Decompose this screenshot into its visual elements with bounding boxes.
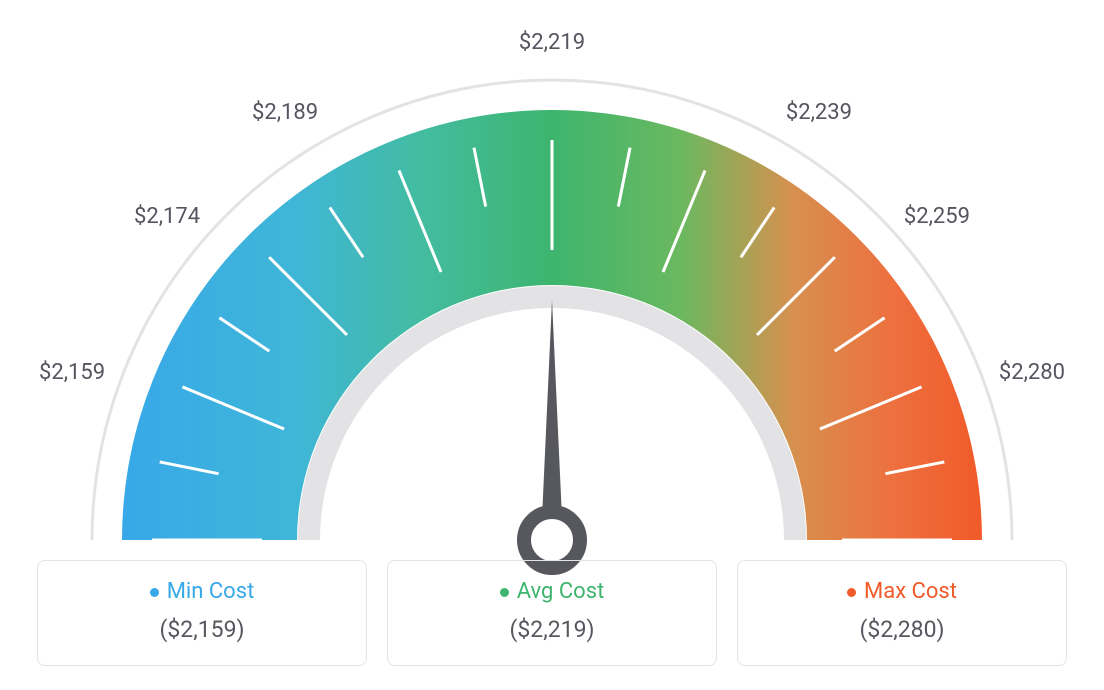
legend-title-min: Min Cost [150,579,255,604]
legend-card-min: Min Cost ($2,159) [37,560,367,666]
gauge-tick-label: $2,219 [519,30,585,55]
gauge-tick-label: $2,174 [134,204,200,229]
gauge-tick-label: $2,189 [252,100,318,125]
legend-title-max: Max Cost [847,579,957,604]
legend-title-avg: Avg Cost [500,579,605,604]
gauge-tick-label: $2,239 [786,100,852,125]
legend-value-avg: ($2,219) [398,616,706,643]
legend-value-max: ($2,280) [748,616,1056,643]
legend-card-max: Max Cost ($2,280) [737,560,1067,666]
legend-dot-max [847,588,856,597]
gauge-tick-label: $2,280 [999,360,1065,385]
legend-row: Min Cost ($2,159) Avg Cost ($2,219) Max … [37,560,1067,666]
legend-dot-avg [500,588,509,597]
legend-value-min: ($2,159) [48,616,356,643]
gauge-chart: $2,159$2,174$2,189$2,219$2,239$2,259$2,2… [42,40,1062,580]
legend-label-avg: Avg Cost [517,579,605,604]
gauge-tick-label: $2,159 [39,360,105,385]
gauge-svg [42,40,1062,580]
legend-label-max: Max Cost [864,579,957,604]
legend-label-min: Min Cost [167,579,255,604]
legend-dot-min [150,588,159,597]
gauge-tick-label: $2,259 [904,204,970,229]
legend-card-avg: Avg Cost ($2,219) [387,560,717,666]
